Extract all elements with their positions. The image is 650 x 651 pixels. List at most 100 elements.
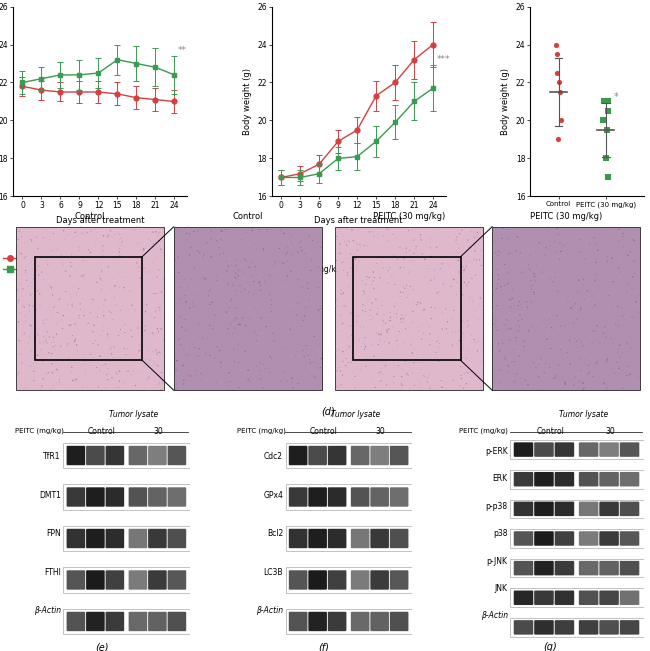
Point <box>602 355 612 366</box>
Point <box>399 268 410 278</box>
Point <box>150 312 160 323</box>
Text: **: ** <box>177 46 187 55</box>
Point <box>96 360 107 370</box>
Point <box>198 333 208 344</box>
Point <box>245 376 255 387</box>
Point <box>426 302 437 312</box>
Point <box>603 96 613 107</box>
Point <box>298 281 308 292</box>
Point <box>62 313 72 324</box>
Point <box>581 300 592 311</box>
Point <box>359 240 369 251</box>
Point <box>348 353 359 363</box>
Point <box>310 371 320 381</box>
Point <box>382 278 393 288</box>
Point <box>194 320 204 330</box>
Point <box>112 368 122 379</box>
Point <box>432 288 443 298</box>
Point <box>78 294 88 304</box>
Point <box>79 376 89 386</box>
Point <box>547 316 558 327</box>
Point <box>64 320 75 331</box>
Point <box>350 384 361 395</box>
FancyBboxPatch shape <box>86 570 105 590</box>
Point <box>351 271 361 281</box>
Point <box>124 286 135 296</box>
Point <box>128 375 138 385</box>
Point <box>330 364 341 374</box>
Point <box>593 270 604 281</box>
Point <box>391 298 402 309</box>
Point <box>358 299 368 310</box>
Point <box>86 226 96 236</box>
Point <box>467 294 478 305</box>
Point <box>585 305 595 316</box>
Point <box>138 245 148 256</box>
Point <box>31 232 42 242</box>
Point <box>469 238 479 248</box>
Point <box>60 252 70 262</box>
Point <box>606 262 617 272</box>
Point <box>307 279 318 289</box>
Point <box>229 249 240 259</box>
Point <box>293 378 304 389</box>
Point <box>188 227 199 237</box>
Point <box>136 368 147 379</box>
Point <box>566 303 577 313</box>
Point <box>353 311 363 321</box>
Point <box>231 273 241 284</box>
Point <box>288 383 298 393</box>
Point <box>313 262 324 272</box>
Point <box>175 326 185 336</box>
Point <box>134 346 144 356</box>
Point <box>248 300 258 311</box>
Point <box>97 326 107 336</box>
Point <box>297 234 307 244</box>
Point <box>570 333 580 344</box>
Point <box>114 327 125 338</box>
Point <box>450 247 460 258</box>
Point <box>369 283 379 294</box>
Point <box>192 231 202 242</box>
Point <box>408 306 418 316</box>
Point <box>70 266 81 276</box>
Point <box>278 342 288 353</box>
Point <box>389 301 400 312</box>
Point <box>469 232 479 242</box>
Point <box>348 314 358 324</box>
Point <box>287 222 297 232</box>
Point <box>366 314 376 325</box>
Point <box>588 369 599 380</box>
Point <box>281 381 291 392</box>
Point <box>79 277 90 288</box>
Bar <box>286 568 412 592</box>
Point <box>266 346 277 356</box>
Point <box>280 287 291 298</box>
Point <box>226 316 236 327</box>
Point <box>612 232 622 242</box>
Point <box>588 237 599 247</box>
Point <box>526 297 536 307</box>
Point <box>233 265 244 275</box>
Point <box>311 247 322 258</box>
Point <box>592 246 602 256</box>
Point <box>400 324 411 334</box>
FancyBboxPatch shape <box>534 590 554 605</box>
Point <box>203 290 213 301</box>
Point <box>258 273 268 283</box>
FancyBboxPatch shape <box>534 472 554 486</box>
Point <box>358 290 368 301</box>
Point <box>266 376 276 386</box>
Point <box>452 334 462 344</box>
Point <box>244 279 255 289</box>
FancyBboxPatch shape <box>554 620 574 635</box>
Point <box>519 336 530 346</box>
Point <box>520 337 530 347</box>
Point <box>227 358 238 368</box>
Point <box>422 376 432 386</box>
Point <box>140 308 150 318</box>
Point <box>157 246 167 256</box>
Point <box>372 252 382 262</box>
Point <box>580 326 591 336</box>
Text: 30: 30 <box>605 427 615 436</box>
